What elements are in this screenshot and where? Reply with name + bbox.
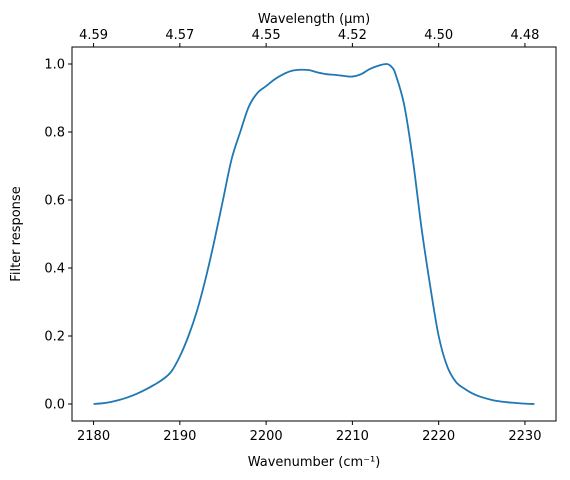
top-tick-label: 4.52 [338, 28, 367, 43]
y-tick-label: 0.0 [44, 398, 65, 413]
y-tick-label: 0.2 [44, 330, 65, 345]
y-axis-title: Filter response [9, 186, 24, 281]
x-tick-label: 2230 [508, 429, 541, 444]
x-axis-ticks: 2180 2190 2200 2210 2220 2230 [77, 421, 541, 444]
top-tick-label: 4.59 [79, 28, 108, 43]
top-tick-label: 4.50 [424, 28, 453, 43]
x-tick-label: 2220 [422, 429, 455, 444]
top-axis-ticks: 4.59 4.57 4.55 4.52 4.50 4.48 [79, 28, 539, 47]
plot-line-layer [93, 63, 535, 405]
top-tick-label: 4.55 [252, 28, 281, 43]
x-tick-label: 2200 [250, 429, 283, 444]
x-tick-label: 2190 [163, 429, 196, 444]
y-tick-label: 0.4 [44, 262, 65, 277]
top-axis-title: Wavelength (μm) [258, 12, 370, 27]
filter-response-line [93, 63, 535, 405]
x-axis-title: Wavenumber (cm⁻¹) [248, 455, 381, 470]
top-tick-label: 4.48 [510, 28, 539, 43]
top-tick-label: 4.57 [165, 28, 194, 43]
y-tick-label: 0.8 [44, 126, 65, 141]
plot-frame [71, 46, 557, 422]
y-axis-ticks: 0.0 0.2 0.4 0.6 0.8 1.0 [44, 58, 72, 413]
y-tick-label: 1.0 [44, 58, 65, 73]
x-tick-label: 2180 [77, 429, 110, 444]
x-tick-label: 2210 [336, 429, 369, 444]
y-tick-label: 0.6 [44, 194, 65, 209]
